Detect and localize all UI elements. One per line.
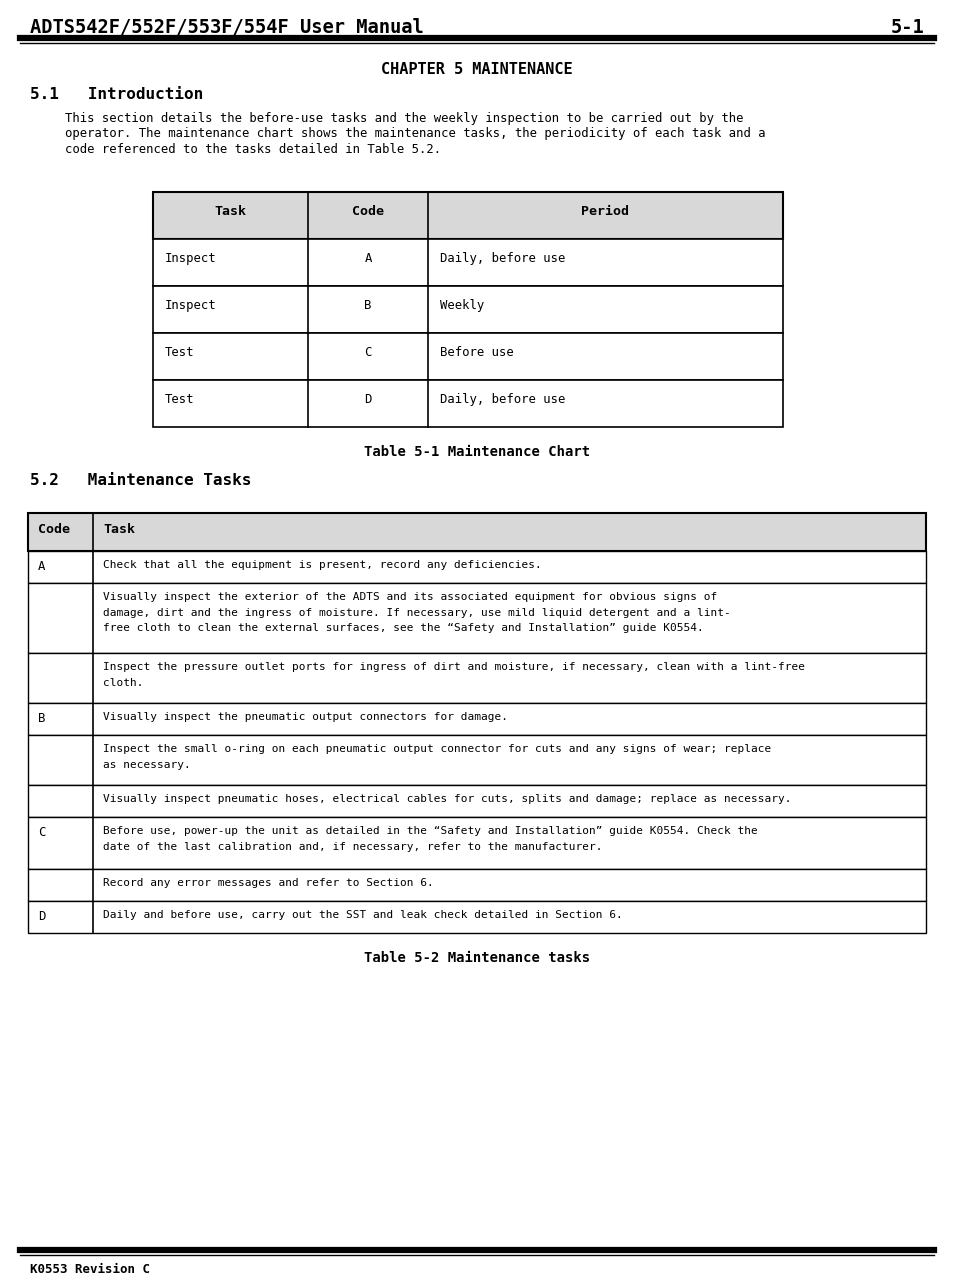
Bar [28, 653, 925, 703]
Text: Period: Period [580, 205, 628, 218]
Text: K0553 Revision C: K0553 Revision C [30, 1263, 150, 1275]
Text: B: B [38, 712, 46, 725]
Text: D: D [364, 393, 372, 405]
Text: Task: Task [213, 205, 246, 218]
Bar [152, 380, 782, 427]
Text: operator. The maintenance chart shows the maintenance tasks, the periodicity of : operator. The maintenance chart shows th… [65, 127, 765, 140]
Text: B: B [364, 299, 372, 311]
Text: ADTS542F/552F/553F/554F User Manual: ADTS542F/552F/553F/554F User Manual [30, 18, 423, 37]
Text: Daily, before use: Daily, before use [439, 393, 565, 405]
Text: C: C [38, 826, 46, 839]
Text: Code: Code [38, 523, 70, 535]
Bar [152, 239, 782, 286]
Text: Inspect: Inspect [165, 252, 216, 265]
Text: code referenced to the tasks detailed in Table 5.2.: code referenced to the tasks detailed in… [65, 143, 440, 156]
Bar [28, 583, 925, 653]
Text: C: C [364, 346, 372, 359]
Text: 5.1   Introduction: 5.1 Introduction [30, 88, 203, 102]
Bar [152, 333, 782, 380]
Text: Code: Code [352, 205, 384, 218]
Bar [28, 817, 925, 869]
Text: CHAPTER 5 MAINTENANCE: CHAPTER 5 MAINTENANCE [381, 62, 572, 77]
Text: Table 5-2 Maintenance tasks: Table 5-2 Maintenance tasks [363, 951, 590, 965]
Text: Check that all the equipment is present, record any deficiencies.: Check that all the equipment is present,… [103, 560, 541, 570]
Text: cloth.: cloth. [103, 677, 143, 687]
Bar [28, 735, 925, 785]
Bar [152, 286, 782, 333]
Text: This section details the before-use tasks and the weekly inspection to be carrie: This section details the before-use task… [65, 112, 742, 125]
Text: 5.2   Maintenance Tasks: 5.2 Maintenance Tasks [30, 474, 251, 488]
Bar [28, 514, 925, 551]
Text: Inspect the small o-ring on each pneumatic output connector for cuts and any sig: Inspect the small o-ring on each pneumat… [103, 744, 770, 754]
Text: Test: Test [165, 346, 194, 359]
Text: Daily, before use: Daily, before use [439, 252, 565, 265]
Text: Daily and before use, carry out the SST and leak check detailed in Section 6.: Daily and before use, carry out the SST … [103, 910, 622, 920]
Text: Record any error messages and refer to Section 6.: Record any error messages and refer to S… [103, 878, 434, 888]
Bar [28, 785, 925, 817]
Text: A: A [38, 560, 46, 573]
Text: Visually inspect pneumatic hoses, electrical cables for cuts, splits and damage;: Visually inspect pneumatic hoses, electr… [103, 794, 791, 804]
Text: A: A [364, 252, 372, 265]
Text: date of the last calibration and, if necessary, refer to the manufacturer.: date of the last calibration and, if nec… [103, 842, 602, 852]
Text: Before use, power-up the unit as detailed in the “Safety and Installation” guide: Before use, power-up the unit as detaile… [103, 826, 757, 837]
Text: Visually inspect the exterior of the ADTS and its associated equipment for obvio: Visually inspect the exterior of the ADT… [103, 592, 717, 602]
Bar [28, 901, 925, 933]
Bar [28, 703, 925, 735]
Text: Table 5-1 Maintenance Chart: Table 5-1 Maintenance Chart [363, 445, 590, 459]
Text: Before use: Before use [439, 346, 514, 359]
Bar [152, 192, 782, 239]
Text: free cloth to clean the external surfaces, see the “Safety and Installation” gui: free cloth to clean the external surface… [103, 623, 703, 633]
Bar [28, 551, 925, 583]
Text: as necessary.: as necessary. [103, 759, 191, 770]
Text: Test: Test [165, 393, 194, 405]
Text: Visually inspect the pneumatic output connectors for damage.: Visually inspect the pneumatic output co… [103, 712, 507, 722]
Text: Task: Task [103, 523, 135, 535]
Text: 5-1: 5-1 [889, 18, 923, 37]
Text: Inspect the pressure outlet ports for ingress of dirt and moisture, if necessary: Inspect the pressure outlet ports for in… [103, 662, 804, 672]
Text: Weekly: Weekly [439, 299, 484, 311]
Bar [28, 869, 925, 901]
Text: Inspect: Inspect [165, 299, 216, 311]
Text: damage, dirt and the ingress of moisture. If necessary, use mild liquid detergen: damage, dirt and the ingress of moisture… [103, 607, 730, 618]
Text: D: D [38, 910, 46, 923]
